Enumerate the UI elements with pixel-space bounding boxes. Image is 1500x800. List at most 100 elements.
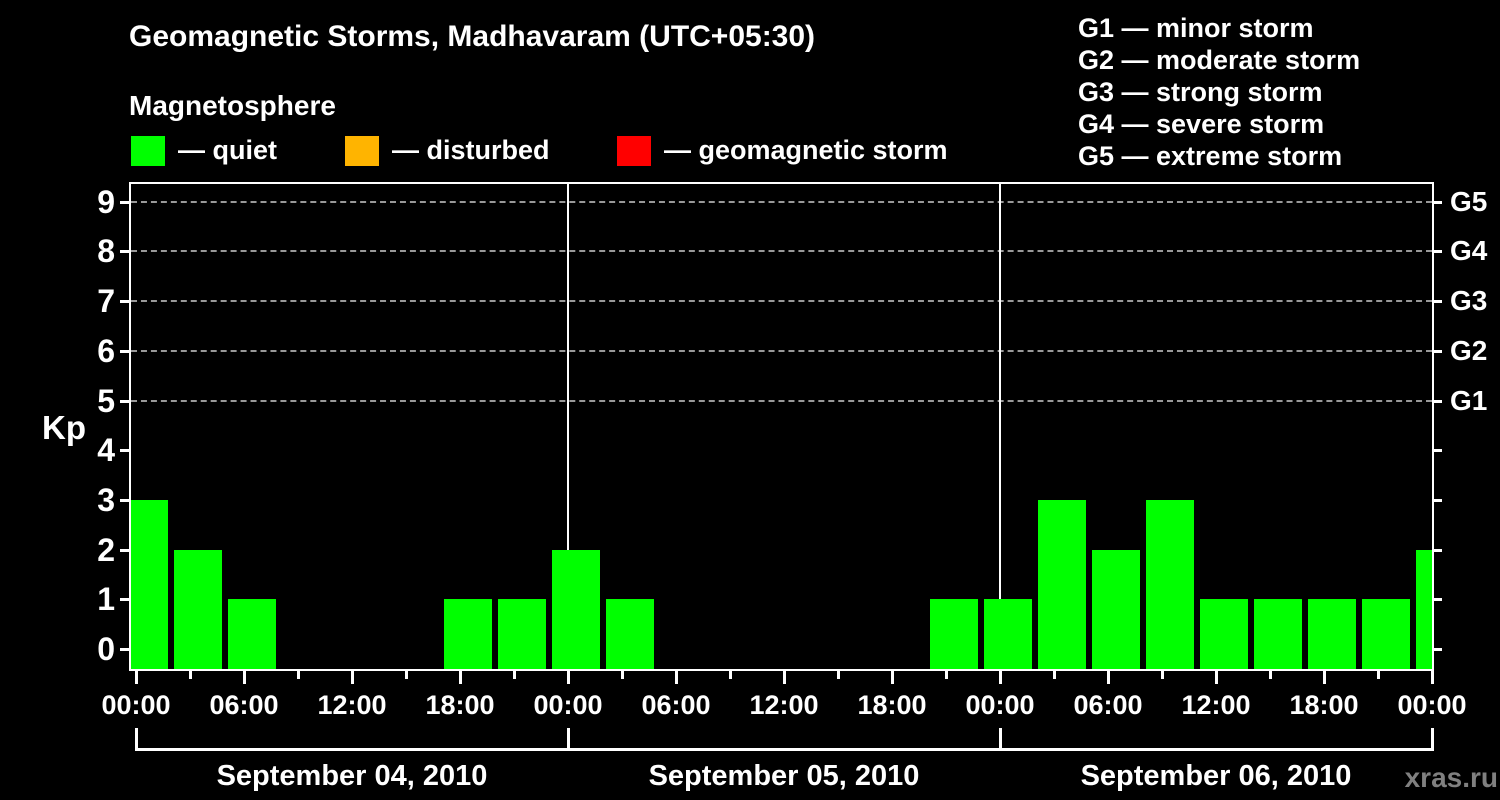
date-label: September 06, 2010 [1080,760,1352,792]
day-separator-line [999,184,1001,669]
x-tick-major [243,671,246,684]
x-tick-major [567,671,570,684]
y-tick-label: 1 [97,581,115,617]
gridline-kp8 [131,250,1432,252]
g-axis-tick [1432,400,1442,403]
kp-bar [605,599,655,669]
g-axis-tick [1432,250,1442,253]
kp-bar [983,599,1033,669]
g-level-label: G2 [1450,335,1488,366]
x-tick-label: 12:00 [1181,690,1251,720]
plot-inner [131,184,1432,669]
gridline-kp9 [131,201,1432,203]
y-tick-label: 5 [97,383,115,419]
date-label: September 04, 2010 [216,760,488,792]
x-tick-minor [1377,671,1380,679]
x-tick-major [783,671,786,684]
x-tick-label: 00:00 [101,690,171,720]
x-tick-major [999,671,1002,684]
chart-title: Geomagnetic Storms, Madhavaram (UTC+05:3… [129,20,816,53]
x-tick-label: 12:00 [749,690,819,720]
x-tick-label: 12:00 [317,690,387,720]
x-tick-label: 18:00 [1289,690,1359,720]
date-bracket-tick [567,728,570,751]
x-tick-minor [837,671,840,679]
kp-bar [929,599,979,669]
y-tick-label: 6 [97,333,115,369]
x-tick-minor [189,671,192,679]
x-tick-minor [405,671,408,679]
y-tick-label: 3 [97,482,115,518]
x-tick-label: 06:00 [1073,690,1143,720]
x-tick-minor [513,671,516,679]
g-level-label: G3 [1450,285,1488,316]
y-tick [120,598,130,601]
g-axis-tick [1432,300,1442,303]
y-tick [120,250,130,253]
x-tick-minor [1053,671,1056,679]
y-tick-label: 2 [97,532,115,568]
kp-bar [551,549,601,669]
kp-bar [1253,599,1303,669]
kp-bar [1199,599,1249,669]
x-tick-major [459,671,462,684]
y-tick-label: 4 [97,432,115,468]
x-tick-major [1431,671,1434,684]
g-scale-legend: G1 — minor storm G2 — moderate storm G3 — … [1078,12,1360,172]
y-tick [120,300,130,303]
date-bracket [135,748,1432,751]
g-axis-tick [1432,449,1442,452]
x-tick-minor [945,671,948,679]
legend-swatch-2 [617,135,651,166]
magnetosphere-label: Magnetosphere [129,90,336,121]
g-axis-tick [1432,201,1442,204]
watermark: xras.ru [1404,762,1498,793]
y-tick-label: 0 [97,631,115,667]
day-separator-line [567,184,569,669]
g-axis-tick [1432,598,1442,601]
g-axis-tick [1432,499,1442,502]
kp-bar [1307,599,1357,669]
legend-item: — geomagnetic storm [617,135,948,166]
kp-bar [1091,549,1141,669]
legend-item: — disturbed [345,135,550,166]
x-tick-minor [297,671,300,679]
gridline-kp7 [131,300,1432,302]
kp-bar [1037,499,1087,669]
x-tick-label: 00:00 [965,690,1035,720]
x-tick-label: 00:00 [1397,690,1467,720]
kp-bar [1361,599,1411,669]
y-tick [120,549,130,552]
y-axis-title: Kp [42,409,86,446]
x-tick-minor [729,671,732,679]
x-tick-label: 00:00 [533,690,603,720]
date-bracket-tick [1431,728,1434,751]
x-tick-major [891,671,894,684]
g-level-label: G1 [1450,385,1488,416]
legend-label: — quiet [178,135,277,165]
date-bracket-tick [999,728,1002,751]
date-label: September 05, 2010 [648,760,920,792]
legend-label: — geomagnetic storm [664,135,948,165]
legend-item: — quiet [131,135,277,166]
y-tick-label: 8 [97,233,115,269]
x-tick-label: 06:00 [641,690,711,720]
legend-swatch-0 [131,135,165,166]
g-scale-legend-item: G3 — strong storm [1078,77,1323,107]
x-tick-major [351,671,354,684]
legend-label: — disturbed [392,135,550,165]
gridline-kp5 [131,400,1432,402]
x-tick-minor [1161,671,1164,679]
kp-bar [131,499,169,669]
x-tick-minor [1269,671,1272,679]
y-tick-label: 7 [97,283,115,319]
kp-bar [173,549,223,669]
y-tick [120,449,130,452]
g-axis-tick [1432,549,1442,552]
g-scale-legend-item: G5 — extreme storm [1078,141,1343,171]
kp-bar [497,599,547,669]
x-tick-major [675,671,678,684]
y-tick [120,400,130,403]
y-tick [120,201,130,204]
